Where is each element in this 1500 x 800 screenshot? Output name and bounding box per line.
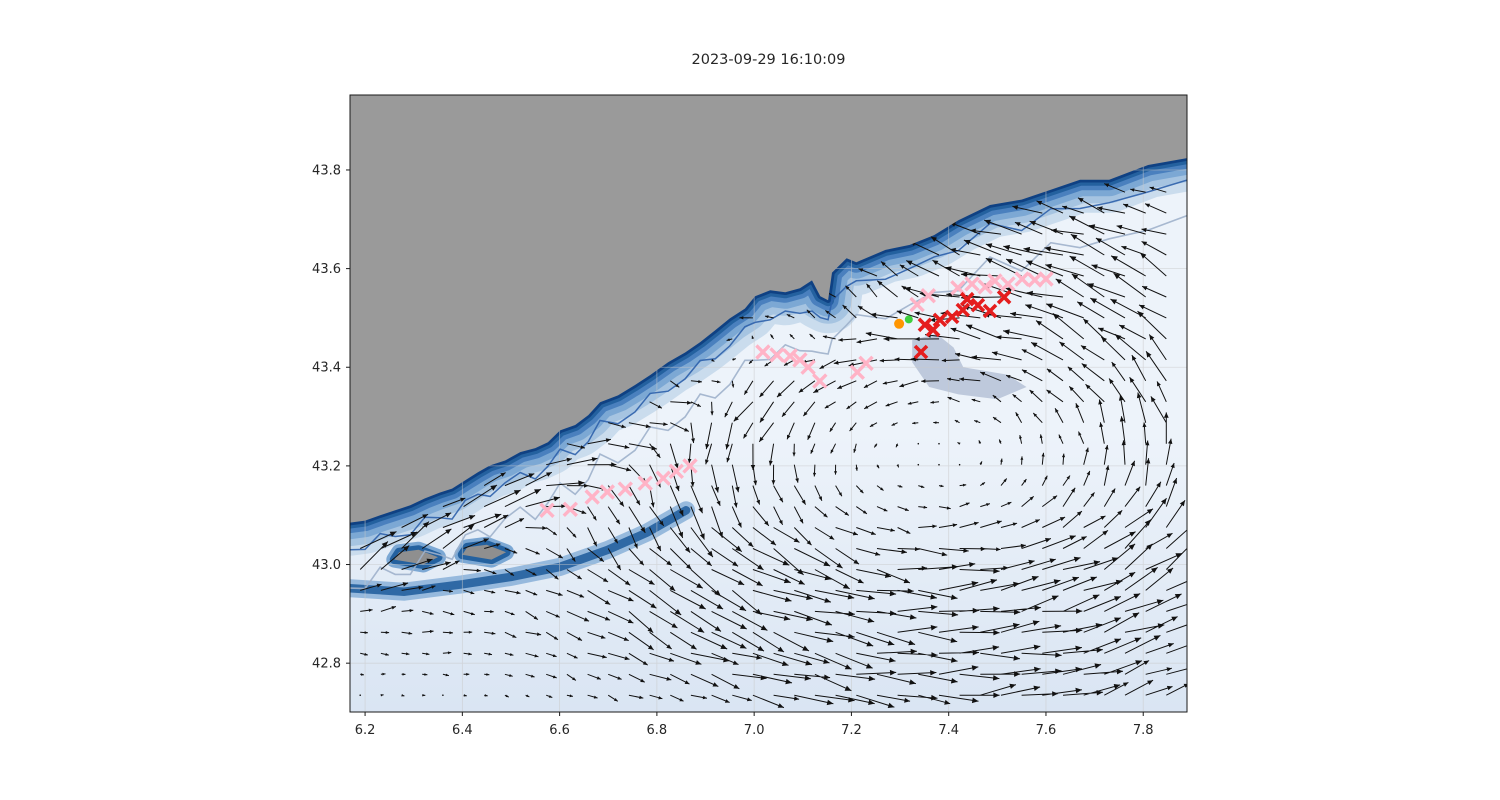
plot-border <box>349 94 1188 713</box>
series-drifter-track-pink <box>539 271 1054 519</box>
series-release-point-green <box>904 315 913 324</box>
x-tick-label: 6.4 <box>452 723 473 738</box>
depth-contour-dark <box>350 179 1187 551</box>
x-tick-label: 7.8 <box>1133 723 1154 738</box>
x-tick-label: 7.4 <box>938 723 959 738</box>
x-tick-label: 6.6 <box>549 723 570 738</box>
x-marker <box>539 271 1054 519</box>
y-tick-label: 42.8 <box>312 657 341 672</box>
x-tick-label: 7.2 <box>841 723 862 738</box>
series-drifter-track-red <box>913 289 1012 360</box>
y-tick-label: 43.0 <box>312 558 341 573</box>
x-marker <box>913 289 1012 360</box>
plot-title: 2023-09-29 16:10:09 <box>691 52 846 68</box>
shelf-band-core <box>350 506 691 596</box>
y-tick-label: 43.4 <box>312 361 341 376</box>
y-tick-label: 43.6 <box>312 262 341 277</box>
y-tick-label: 43.8 <box>312 163 341 178</box>
map-canvas <box>350 95 1187 712</box>
island <box>462 544 507 560</box>
dot-marker <box>904 315 913 324</box>
y-tick-label: 43.2 <box>312 459 341 474</box>
dot-marker <box>894 318 905 329</box>
current-vector-field <box>359 183 1187 709</box>
series-release-point-orange <box>894 318 905 329</box>
coastal-plume-patch <box>912 333 1027 400</box>
x-tick-label: 7.6 <box>1036 723 1057 738</box>
x-tick-label: 6.8 <box>647 723 668 738</box>
axes: 6.2 6.4 6.6 6.8 7.0 7.2 7.4 7.6 7.8 42.8 43.0 43.2 4… <box>312 163 1154 738</box>
x-tick-label: 6.2 <box>355 723 376 738</box>
x-tick-label: 7.0 <box>744 723 765 738</box>
depth-contour-gray <box>350 214 1187 590</box>
land-mass <box>350 95 1187 523</box>
